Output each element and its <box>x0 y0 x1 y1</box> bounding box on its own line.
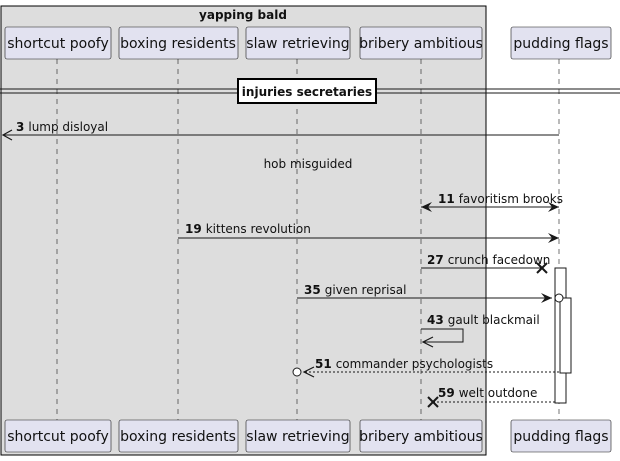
message-43: 43 gault blackmail <box>421 313 540 348</box>
message-51-text: commander psychologists <box>336 357 493 371</box>
participant-label-top-p4: bribery ambitious <box>359 36 483 52</box>
participant-label-bottom-p5: pudding flags <box>513 429 608 445</box>
participant-label-top-p5: pudding flags <box>513 36 608 52</box>
participant-box-bottom-p5[interactable] <box>510 419 612 453</box>
message-19-number: 19 <box>185 222 202 236</box>
participant-box-top-p5[interactable] <box>510 26 612 60</box>
message-27: 27 crunch facedown <box>421 253 550 274</box>
divider-label: injuries secretaries <box>242 85 372 99</box>
participant-box-bottom-p1[interactable] <box>4 419 112 453</box>
message-19: 19 kittens revolution <box>178 222 559 243</box>
message-27-text: crunch facedown <box>448 253 551 267</box>
message-11-text: favoritism brooks <box>459 192 563 206</box>
participant-box-bottom-p3[interactable] <box>245 419 351 453</box>
message-35: 35 given reprisal <box>297 283 564 303</box>
participants-bottom: shortcut poofy boxing residents slaw ret… <box>4 419 612 453</box>
participants-top: shortcut poofy boxing residents slaw ret… <box>4 26 612 60</box>
message-3-text: lump disloyal <box>28 120 108 134</box>
message-43-number: 43 <box>427 313 444 327</box>
message-35-number: 35 <box>304 283 321 297</box>
message-59: 59 welt outdone <box>427 386 555 408</box>
message-59-text: welt outdone <box>459 386 538 400</box>
divider: injuries secretaries <box>0 78 620 104</box>
message-3: 3 lump disloyal <box>1 120 559 141</box>
participant-label-bottom-p3: slaw retrieving <box>246 429 349 445</box>
participant-box-top-p1[interactable] <box>4 26 112 60</box>
message-11: 11 favoritism brooks <box>421 192 563 212</box>
message-3-number: 3 <box>16 120 24 134</box>
participant-box-top-p4[interactable] <box>359 26 483 60</box>
divider-box <box>237 78 377 104</box>
participant-label-bottom-p4: bribery ambitious <box>359 429 483 445</box>
participant-label-top-p3: slaw retrieving <box>246 36 349 52</box>
participant-label-top-p1: shortcut poofy <box>7 36 108 52</box>
activation-bar-2 <box>559 297 572 374</box>
participant-box-bottom-p4[interactable] <box>359 419 483 453</box>
participant-label-top-p2: boxing residents <box>120 36 236 52</box>
message-51: 51 commander psychologists <box>292 357 559 378</box>
message-11-number: 11 <box>438 192 455 206</box>
delay-label: hob misguided <box>264 157 353 171</box>
participant-box-top-p2[interactable] <box>118 26 239 60</box>
participant-box-bottom-p2[interactable] <box>118 419 239 453</box>
participant-label-bottom-p2: boxing residents <box>120 429 236 445</box>
message-35-text: given reprisal <box>325 283 407 297</box>
message-19-text: kittens revolution <box>206 222 311 236</box>
message-59-number: 59 <box>438 386 455 400</box>
participant-label-bottom-p1: shortcut poofy <box>7 429 108 445</box>
participant-box-top-p3[interactable] <box>245 26 351 60</box>
message-51-number: 51 <box>315 357 332 371</box>
message-27-number: 27 <box>427 253 444 267</box>
group-title: yapping bald <box>199 8 287 22</box>
message-43-text: gault blackmail <box>448 313 540 327</box>
